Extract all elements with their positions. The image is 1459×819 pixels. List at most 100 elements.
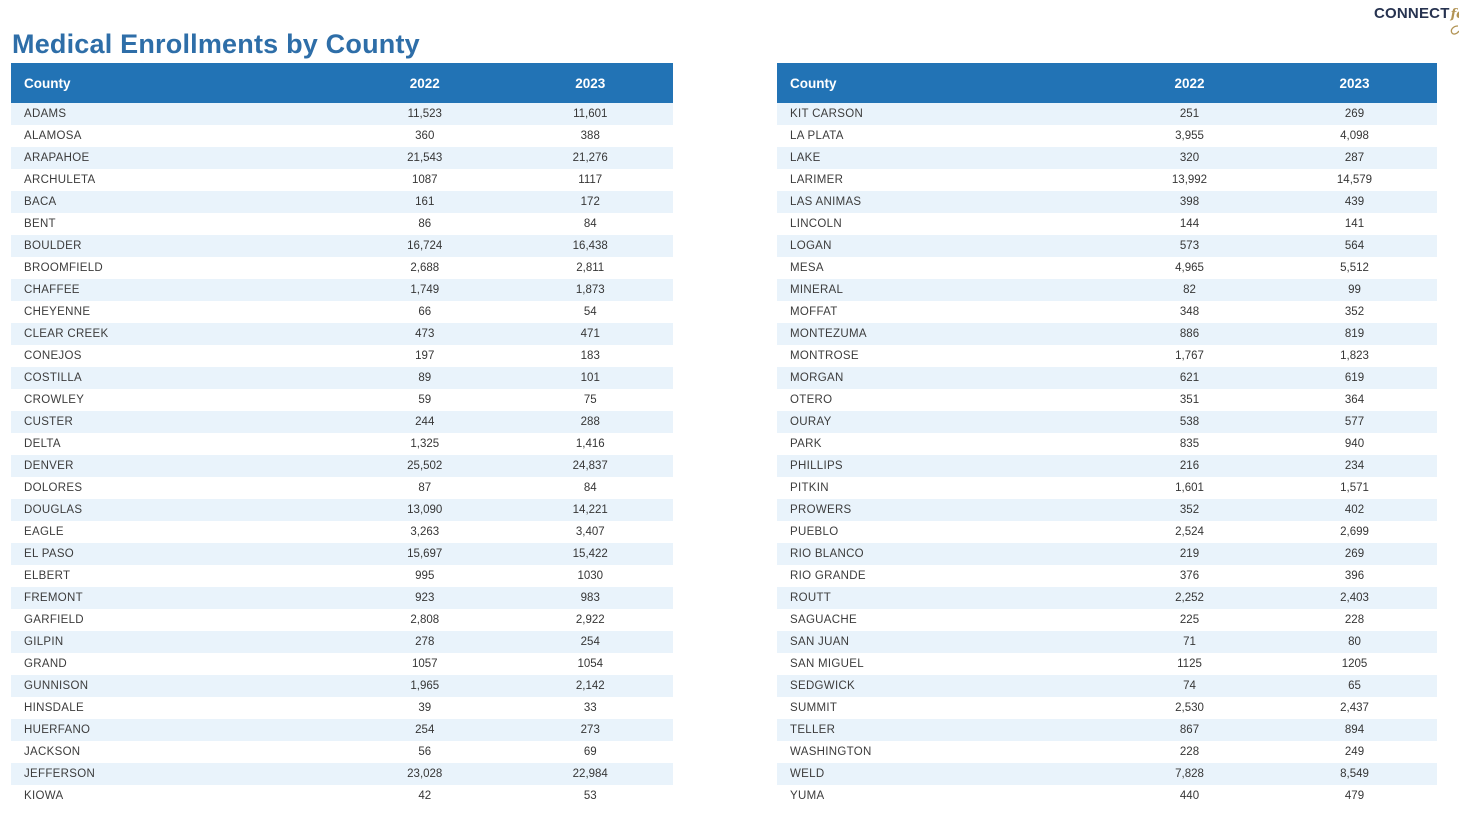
table-row: WELD 7,828 8,549 (777, 763, 1437, 785)
value-2022-cell: 216 (1179, 460, 1200, 472)
enrollment-table-left: County 2022 2023 ADAMS 11,523 11,601 ALAMOS… (11, 63, 673, 807)
county-cell: PUEBLO (790, 526, 839, 538)
value-2023-cell: 983 (580, 592, 600, 604)
value-2023-cell: 75 (583, 394, 597, 406)
county-cell: MESA (790, 262, 824, 274)
value-2023-cell: 388 (580, 130, 600, 142)
table-row: CHEYENNE 66 54 (11, 301, 673, 323)
table-row: LOGAN 573 564 (777, 235, 1437, 257)
table-row: JEFFERSON 23,028 22,984 (11, 763, 673, 785)
value-2022-cell: 42 (418, 790, 432, 802)
table-row: FREMONT 923 983 (11, 587, 673, 609)
value-2023-cell: 21,276 (572, 152, 608, 164)
table-row: TELLER 867 894 (777, 719, 1437, 741)
value-2023-cell: 54 (583, 306, 597, 318)
value-2022-cell: 351 (1179, 394, 1200, 406)
county-cell: BROOMFIELD (24, 262, 104, 274)
value-2022-cell: 161 (415, 196, 435, 208)
value-2023-cell: 1,873 (575, 284, 605, 296)
value-2022-cell: 1125 (1177, 658, 1202, 670)
value-2022-cell: 538 (1179, 416, 1200, 428)
county-cell: CUSTER (24, 416, 74, 428)
county-cell: TELLER (790, 724, 836, 736)
table-row: YUMA 440 479 (777, 785, 1437, 807)
value-2023-cell: 1030 (577, 570, 604, 582)
value-2022-cell: 13,992 (1171, 174, 1208, 186)
value-2023-cell: 1,416 (575, 438, 605, 450)
table-row: HINSDALE 39 33 (11, 697, 673, 719)
value-2022-cell: 1,749 (410, 284, 440, 296)
table-row: GILPIN 278 254 (11, 631, 673, 653)
value-2023-cell: 33 (583, 702, 597, 714)
column-header-county: County (11, 63, 342, 103)
value-2023-cell: 254 (580, 636, 600, 648)
table-row: OURAY 538 577 (777, 411, 1437, 433)
table-row: SAN JUAN 71 80 (777, 631, 1437, 653)
value-2023-cell: 352 (1344, 306, 1365, 318)
value-2023-cell: 396 (1344, 570, 1365, 582)
value-2022-cell: 25,502 (407, 460, 443, 472)
table-row: DOLORES 87 84 (11, 477, 673, 499)
value-2022-cell: 2,252 (1175, 592, 1204, 604)
value-2023-cell: 24,837 (572, 460, 608, 472)
value-2022-cell: 82 (1183, 284, 1196, 296)
value-2022-cell: 1,601 (1175, 482, 1204, 494)
table-row: PROWERS 352 402 (777, 499, 1437, 521)
county-cell: GILPIN (24, 636, 64, 648)
county-cell: PITKIN (790, 482, 829, 494)
county-cell: MOFFAT (790, 306, 838, 318)
value-2023-cell: 172 (580, 196, 600, 208)
value-2023-cell: 15,422 (572, 548, 608, 560)
table-row: RIO GRANDE 376 396 (777, 565, 1437, 587)
county-cell: SUMMIT (790, 702, 838, 714)
table-row: SUMMIT 2,530 2,437 (777, 697, 1437, 719)
table-header-row: County 2022 2023 (777, 63, 1437, 103)
value-2022-cell: 219 (1179, 548, 1200, 560)
value-2023-cell: 577 (1344, 416, 1365, 428)
county-cell: ROUTT (790, 592, 832, 604)
value-2022-cell: 13,090 (407, 504, 443, 516)
county-cell: CLEAR CREEK (24, 328, 109, 340)
value-2023-cell: 65 (1348, 680, 1361, 692)
table-row: JACKSON 56 69 (11, 741, 673, 763)
value-2023-cell: 619 (1344, 372, 1365, 384)
county-cell: DENVER (24, 460, 74, 472)
county-cell: CROWLEY (24, 394, 85, 406)
value-2022-cell: 39 (418, 702, 432, 714)
value-2023-cell: 101 (580, 372, 600, 384)
table-row: BACA 161 172 (11, 191, 673, 213)
value-2022-cell: 3,263 (410, 526, 440, 538)
table-row: PHILLIPS 216 234 (777, 455, 1437, 477)
table-row: MINERAL 82 99 (777, 279, 1437, 301)
value-2023-cell: 53 (583, 790, 597, 802)
value-2023-cell: 141 (1344, 218, 1365, 230)
county-cell: GARFIELD (24, 614, 84, 626)
value-2022-cell: 21,543 (407, 152, 443, 164)
value-2022-cell: 1,767 (1175, 350, 1204, 362)
value-2022-cell: 4,965 (1175, 262, 1204, 274)
county-cell: PHILLIPS (790, 460, 843, 472)
county-cell: LARIMER (790, 174, 844, 186)
value-2023-cell: 1,571 (1340, 482, 1369, 494)
county-cell: OURAY (790, 416, 832, 428)
county-cell: EAGLE (24, 526, 64, 538)
table-row: ELBERT 995 1030 (11, 565, 673, 587)
value-2022-cell: 867 (1179, 724, 1200, 736)
table-header-row: County 2022 2023 (11, 63, 673, 103)
column-header-2023: 2023 (507, 63, 673, 103)
value-2022-cell: 74 (1183, 680, 1196, 692)
county-cell: PROWERS (790, 504, 852, 516)
value-2022-cell: 440 (1179, 790, 1200, 802)
value-2022-cell: 360 (415, 130, 435, 142)
value-2023-cell: 402 (1344, 504, 1365, 516)
county-cell: JEFFERSON (24, 768, 96, 780)
county-cell: COSTILLA (24, 372, 83, 384)
table-row: WASHINGTON 228 249 (777, 741, 1437, 763)
table-row: DOUGLAS 13,090 14,221 (11, 499, 673, 521)
county-cell: RIO GRANDE (790, 570, 866, 582)
table-row: ARCHULETA 1087 1117 (11, 169, 673, 191)
value-2023-cell: 2,811 (576, 262, 605, 274)
value-2022-cell: 197 (415, 350, 435, 362)
value-2023-cell: 1,823 (1340, 350, 1369, 362)
county-cell: ARAPAHOE (24, 152, 90, 164)
